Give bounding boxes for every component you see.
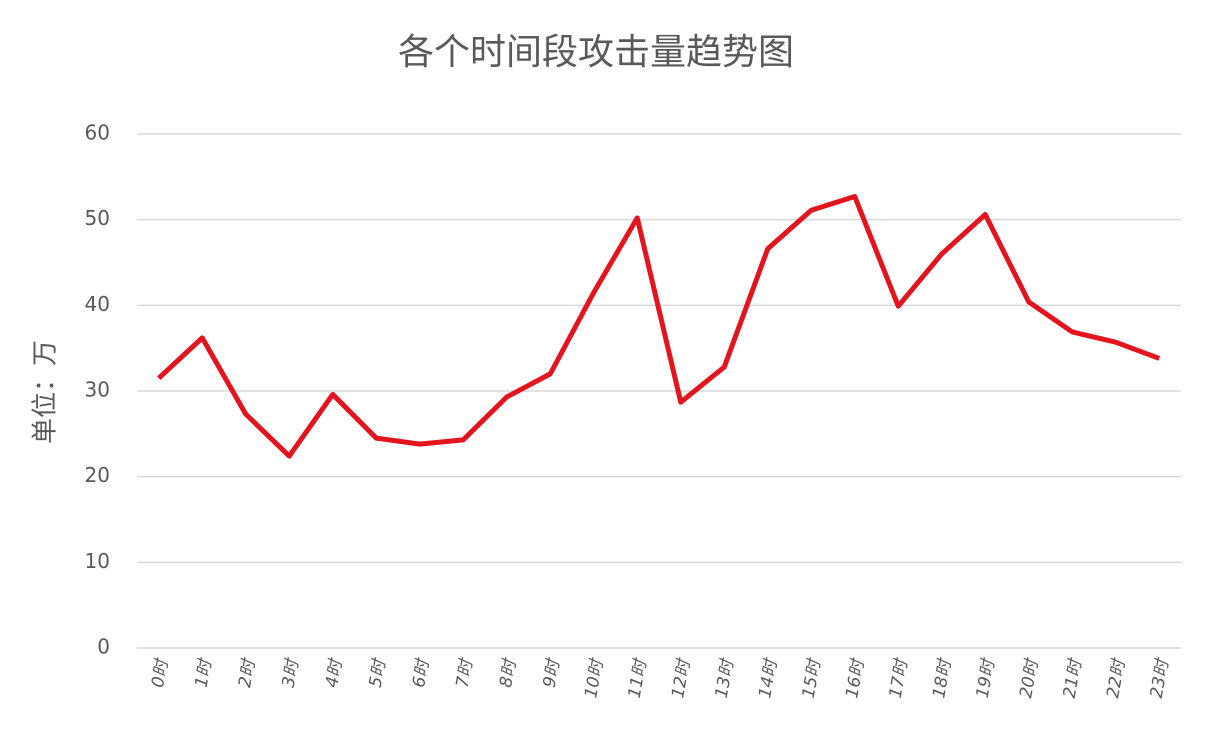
y-axis-label: 单位：万 (31, 340, 61, 444)
y-tick-label: 20 (85, 463, 110, 487)
x-tick-label: 0时 (148, 655, 173, 689)
x-tick-label: 16时 (842, 655, 869, 699)
x-tick-label: 2时 (235, 655, 260, 689)
y-tick-label: 60 (85, 121, 110, 145)
x-tick-label: 5时 (366, 655, 391, 689)
x-tick-label: 6时 (409, 655, 434, 689)
x-tick-label: 9时 (540, 655, 565, 689)
x-tick-label: 12时 (668, 655, 695, 699)
x-tick-label: 17时 (886, 655, 913, 699)
x-tick-label: 4时 (322, 655, 347, 689)
chart-title: 各个时间段攻击量趋势图 (398, 32, 794, 73)
data-line (157, 194, 1161, 459)
x-tick-label: 19时 (973, 655, 1000, 699)
x-tick-label: 13时 (712, 655, 739, 699)
x-tick-label: 11时 (625, 655, 652, 699)
y-tick-label: 10 (85, 549, 110, 573)
y-tick-label: 30 (85, 378, 110, 402)
x-tick-label: 1时 (192, 655, 217, 689)
x-tick-label: 18时 (929, 655, 956, 699)
x-tick-label: 23时 (1147, 655, 1174, 699)
x-tick-label: 15时 (799, 655, 826, 699)
x-tick-label: 14时 (755, 655, 782, 699)
y-tick-label: 0 (97, 635, 110, 659)
x-tick-label: 3时 (279, 655, 304, 689)
x-tick-label: 10时 (581, 655, 608, 699)
x-tick-label: 8时 (496, 655, 521, 689)
y-tick-label: 40 (85, 292, 110, 316)
x-tick-label: 22时 (1103, 655, 1130, 699)
x-tick-label: 20时 (1016, 655, 1043, 699)
x-tick-label: 21时 (1060, 655, 1087, 699)
x-tick-label: 7时 (453, 655, 478, 689)
y-tick-label: 50 (85, 206, 110, 230)
